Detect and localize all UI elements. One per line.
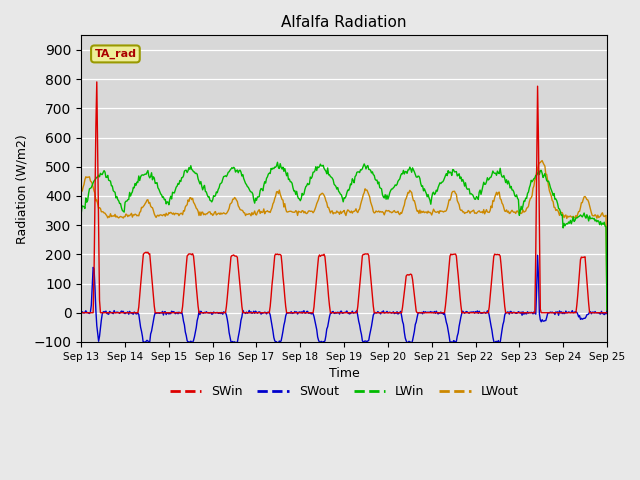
Line: SWout: SWout — [81, 255, 608, 344]
SWout — [450, 338, 458, 344]
Title: Alfalfa Radiation: Alfalfa Radiation — [282, 15, 407, 30]
LWout — [231, 194, 239, 200]
SWout — [232, 340, 239, 346]
SWin — [604, 310, 612, 316]
SWin — [420, 310, 428, 316]
LWin — [604, 311, 612, 316]
Text: TA_rad: TA_rad — [95, 49, 136, 59]
Line: SWin: SWin — [81, 82, 608, 313]
SWout — [534, 252, 541, 258]
SWout — [166, 311, 173, 316]
SWout — [412, 319, 420, 325]
LWout — [349, 208, 357, 214]
SWin — [166, 310, 173, 316]
LWin — [412, 174, 420, 180]
LWout — [77, 189, 85, 194]
SWin — [412, 308, 420, 314]
Y-axis label: Radiation (W/m2): Radiation (W/m2) — [15, 134, 28, 243]
LWout — [412, 201, 419, 207]
LWin — [450, 167, 458, 173]
SWin — [450, 252, 458, 257]
Line: LWin: LWin — [81, 162, 608, 313]
LWin — [165, 202, 173, 208]
LWin — [420, 186, 428, 192]
LWin — [274, 159, 282, 165]
SWout — [604, 309, 612, 315]
LWin — [77, 210, 85, 216]
SWin — [77, 310, 85, 316]
Line: LWout: LWout — [81, 161, 608, 313]
SWout — [140, 341, 147, 347]
SWin — [350, 310, 358, 316]
X-axis label: Time: Time — [329, 367, 360, 380]
LWout — [165, 210, 173, 216]
Legend: SWin, SWout, LWin, LWout: SWin, SWout, LWin, LWout — [164, 380, 524, 403]
LWout — [420, 208, 428, 214]
SWout — [420, 310, 428, 316]
LWout — [604, 308, 612, 313]
SWout — [350, 310, 358, 315]
LWout — [603, 310, 611, 316]
SWin — [93, 79, 100, 85]
LWout — [538, 158, 546, 164]
LWin — [350, 180, 358, 186]
SWin — [232, 253, 239, 259]
LWout — [449, 189, 456, 194]
SWout — [77, 311, 85, 317]
LWin — [231, 165, 239, 171]
